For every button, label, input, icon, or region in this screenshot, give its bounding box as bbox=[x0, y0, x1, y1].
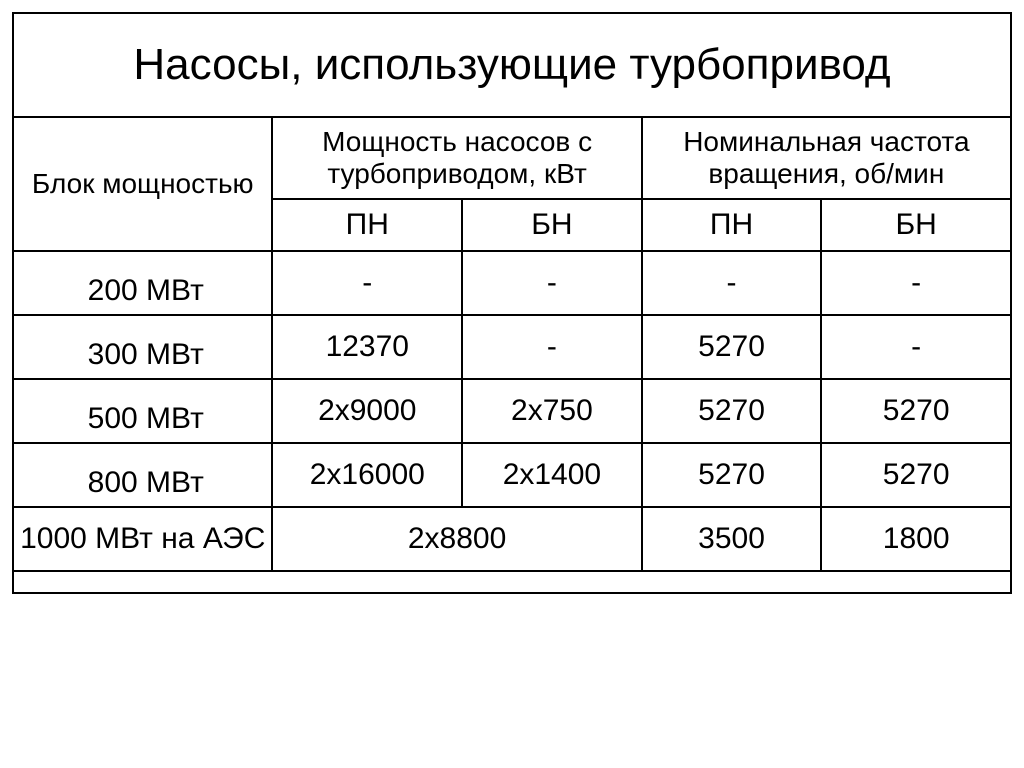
row-label: 1000 МВт на АЭС bbox=[13, 507, 272, 571]
cell-power-bn: 2х750 bbox=[462, 379, 642, 443]
header-speed-pn: ПН bbox=[642, 199, 822, 251]
header-power: Мощность насосов с турбоприводом, кВт bbox=[272, 117, 641, 199]
spacer-cell bbox=[13, 571, 1011, 593]
cell-speed-bn: 1800 bbox=[821, 507, 1011, 571]
row-label: 200 МВт bbox=[13, 251, 272, 315]
cell-power-pn: 12370 bbox=[272, 315, 462, 379]
table-row: 1000 МВт на АЭС 2х8800 3500 1800 bbox=[13, 507, 1011, 571]
header-power-pn: ПН bbox=[272, 199, 462, 251]
cell-power-pn: 2х16000 bbox=[272, 443, 462, 507]
cell-speed-pn: - bbox=[642, 251, 822, 315]
header-speed: Номинальная частота вращения, об/мин bbox=[642, 117, 1011, 199]
table-row: 300 МВт 12370 - 5270 - bbox=[13, 315, 1011, 379]
header-speed-bn: БН bbox=[821, 199, 1011, 251]
title-row: Насосы, использующие турбопривод bbox=[13, 13, 1011, 117]
pump-table: Насосы, использующие турбопривод Блок мо… bbox=[12, 12, 1012, 594]
row-label: 500 МВт bbox=[13, 379, 272, 443]
cell-power-bn: - bbox=[462, 315, 642, 379]
header-block: Блок мощностью bbox=[13, 117, 272, 251]
header-power-bn: БН bbox=[462, 199, 642, 251]
cell-speed-pn: 5270 bbox=[642, 379, 822, 443]
header-row-1: Блок мощностью Мощность насосов с турбоп… bbox=[13, 117, 1011, 199]
row-label: 800 МВт bbox=[13, 443, 272, 507]
table-row: 200 МВт - - - - bbox=[13, 251, 1011, 315]
cell-power-pn: 2х9000 bbox=[272, 379, 462, 443]
cell-speed-pn: 5270 bbox=[642, 315, 822, 379]
cell-power-merged: 2х8800 bbox=[272, 507, 641, 571]
cell-speed-bn: 5270 bbox=[821, 443, 1011, 507]
table-container: Насосы, использующие турбопривод Блок мо… bbox=[12, 12, 1012, 594]
cell-power-bn: 2х1400 bbox=[462, 443, 642, 507]
table-row: 800 МВт 2х16000 2х1400 5270 5270 bbox=[13, 443, 1011, 507]
cell-speed-pn: 5270 bbox=[642, 443, 822, 507]
cell-power-pn: - bbox=[272, 251, 462, 315]
table-row: 500 МВт 2х9000 2х750 5270 5270 bbox=[13, 379, 1011, 443]
cell-power-bn: - bbox=[462, 251, 642, 315]
table-title: Насосы, использующие турбопривод bbox=[13, 13, 1011, 117]
cell-speed-pn: 3500 bbox=[642, 507, 822, 571]
cell-speed-bn: - bbox=[821, 251, 1011, 315]
spacer-row bbox=[13, 571, 1011, 593]
row-label: 300 МВт bbox=[13, 315, 272, 379]
cell-speed-bn: - bbox=[821, 315, 1011, 379]
cell-speed-bn: 5270 bbox=[821, 379, 1011, 443]
